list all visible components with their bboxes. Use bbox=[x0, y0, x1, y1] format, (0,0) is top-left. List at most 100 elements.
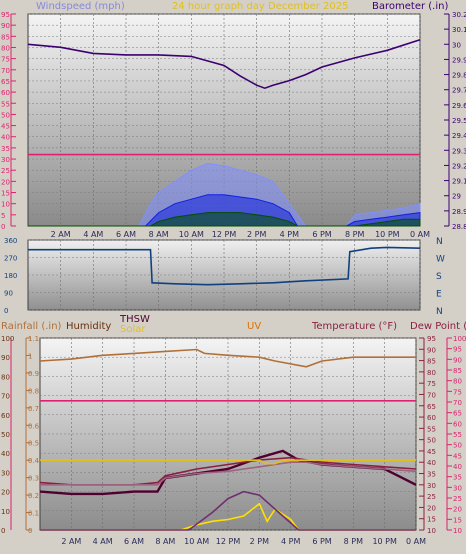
direction-tick-label: 90 bbox=[4, 290, 13, 298]
windspeed-tick-label: 0 bbox=[1, 223, 5, 231]
axis-ticks: 2 AM 4 AM 6 AM 8 AM 10 AM 12 PM 2 PM 4 PM 6 PM 8 … bbox=[1, 11, 466, 546]
dewpoint-tick-label: 100 bbox=[453, 335, 466, 343]
barometer-tick-label: 28.8 bbox=[452, 223, 466, 231]
x-tick-label: 10 PM bbox=[375, 230, 400, 239]
humidity-tick-label: 40 bbox=[1, 450, 10, 458]
windspeed-tick-label: 15 bbox=[1, 190, 10, 198]
rainfall-tick-label: 0.7 bbox=[28, 405, 39, 413]
series-windspeed-mph-average bbox=[28, 212, 421, 227]
series-uv bbox=[40, 459, 416, 465]
windspeed-tick-label: 90 bbox=[1, 22, 10, 30]
x-tick-label: 4 PM bbox=[281, 537, 300, 546]
dewpoint-legend: Dew Point (°F) bbox=[410, 321, 466, 332]
panel-3-series bbox=[39, 348, 417, 531]
series-humidity bbox=[39, 348, 416, 368]
windspeed-tick-label: 20 bbox=[1, 178, 10, 186]
temperature-tick-label: 80 bbox=[427, 369, 436, 377]
humidity-legend: Humidity bbox=[66, 321, 111, 332]
barometer-tick-label: 29.9 bbox=[452, 56, 466, 64]
temperature-tick-label: 90 bbox=[427, 346, 436, 354]
series-barometer bbox=[27, 38, 421, 90]
barometer-tick-label: 29.6 bbox=[452, 102, 466, 110]
x-tick-label: 8 PM bbox=[345, 230, 364, 239]
barometer-tick-label: 29 bbox=[452, 193, 461, 201]
dewpoint-tick-label: 65 bbox=[453, 410, 462, 418]
series-dew-point-f- bbox=[40, 461, 417, 486]
rainfall-tick-label: 0.3 bbox=[28, 475, 39, 483]
rainfall-tick-label: 0.4 bbox=[28, 457, 40, 465]
x-tick-label: 10 AM bbox=[179, 230, 204, 239]
dewpoint-tick-label: 15 bbox=[453, 516, 462, 524]
temperature-tick-label: 60 bbox=[427, 414, 436, 422]
windspeed-tick-label: 40 bbox=[1, 134, 10, 142]
panel-1-series bbox=[27, 38, 421, 227]
x-tick-label: 8 AM bbox=[149, 230, 169, 239]
windspeed-tick-label: 50 bbox=[1, 111, 10, 119]
barometer-legend: Barometer (.in) bbox=[372, 1, 448, 12]
barometer-tick-label: 29.3 bbox=[452, 147, 466, 155]
dewpoint-tick-label: 95 bbox=[453, 346, 462, 354]
x-tick-label: 2 AM bbox=[51, 230, 71, 239]
solar-legend: Solar bbox=[120, 324, 146, 335]
windspeed-tick-label: 80 bbox=[1, 44, 10, 52]
series-windspeed-mph-high bbox=[28, 194, 421, 227]
temperature-tick-label: 65 bbox=[427, 403, 436, 411]
humidity-tick-label: 70 bbox=[1, 393, 10, 401]
x-tick-label: 2 AM bbox=[61, 537, 81, 546]
x-tick-label: 0 AM bbox=[410, 230, 430, 239]
uv-legend: UV bbox=[247, 321, 261, 332]
barometer-tick-label: 29.4 bbox=[452, 132, 466, 140]
x-tick-label: 6 AM bbox=[116, 230, 136, 239]
temperature-tick-label: 25 bbox=[427, 493, 436, 501]
compass-tick-label: E bbox=[436, 290, 442, 300]
rainfall-tick-label: 0.5 bbox=[28, 440, 39, 448]
panel-2-series bbox=[28, 246, 421, 286]
barometer-tick-label: 30.1 bbox=[452, 26, 466, 34]
compass-tick-label: S bbox=[436, 272, 442, 282]
dewpoint-tick-label: 75 bbox=[453, 388, 462, 396]
temperature-tick-label: 70 bbox=[427, 391, 436, 399]
panel-3-grid bbox=[40, 337, 417, 531]
x-tick-label: 8 PM bbox=[344, 537, 363, 546]
temperature-tick-label: 35 bbox=[427, 471, 436, 479]
x-tick-label: 8 AM bbox=[155, 537, 175, 546]
rainfall-tick-label: 0 bbox=[28, 527, 32, 535]
windspeed-tick-label: 45 bbox=[1, 123, 10, 131]
barometer-tick-label: 29.1 bbox=[452, 178, 466, 186]
temperature-tick-label: 10 bbox=[427, 527, 436, 535]
barometer-tick-label: 29.5 bbox=[452, 117, 466, 125]
graph-title: 24 hour graph day bbox=[172, 1, 265, 12]
dewpoint-tick-label: 10 bbox=[453, 527, 462, 535]
humidity-tick-label: 50 bbox=[1, 431, 10, 439]
dewpoint-tick-label: 60 bbox=[453, 420, 462, 428]
barometer-tick-label: 29.7 bbox=[452, 87, 466, 95]
dewpoint-tick-label: 25 bbox=[453, 495, 462, 503]
dewpoint-tick-label: 70 bbox=[453, 399, 462, 407]
temperature-tick-label: 95 bbox=[427, 335, 436, 343]
temperature-tick-label: 75 bbox=[427, 380, 436, 388]
windspeed-tick-label: 35 bbox=[1, 145, 10, 153]
humidity-tick-label: 60 bbox=[1, 412, 10, 420]
barometer-tick-label: 30.2 bbox=[452, 11, 466, 19]
dewpoint-tick-label: 45 bbox=[453, 452, 462, 460]
humidity-tick-label: 10 bbox=[1, 508, 10, 516]
date-label: December 2025 bbox=[268, 1, 348, 12]
humidity-tick-label: 20 bbox=[1, 489, 10, 497]
series-wind-direction bbox=[28, 246, 421, 286]
windspeed-tick-label: 85 bbox=[1, 33, 10, 41]
dewpoint-tick-label: 30 bbox=[453, 484, 462, 492]
x-tick-label: 6 PM bbox=[312, 230, 331, 239]
compass-tick-label: W bbox=[436, 255, 445, 265]
rainfall-tick-label: 0.1 bbox=[28, 510, 39, 518]
direction-tick-label: 0 bbox=[4, 307, 8, 315]
temperature-tick-label: 20 bbox=[427, 504, 436, 512]
barometer-tick-label: 30 bbox=[452, 41, 461, 49]
direction-tick-label: 360 bbox=[4, 237, 17, 245]
humidity-tick-label: 100 bbox=[1, 335, 14, 343]
barometer-tick-label: 28.9 bbox=[452, 208, 466, 216]
dewpoint-tick-label: 35 bbox=[453, 474, 462, 482]
rainfall-tick-label: 0.2 bbox=[28, 492, 39, 500]
dewpoint-tick-label: 80 bbox=[453, 378, 462, 386]
windspeed-tick-label: 55 bbox=[1, 100, 10, 108]
temperature-tick-label: 55 bbox=[427, 425, 436, 433]
